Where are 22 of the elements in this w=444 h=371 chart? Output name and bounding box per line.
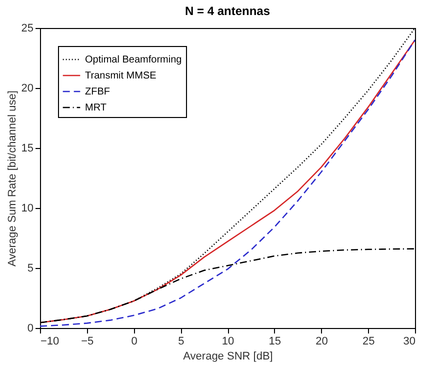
x-tick-label: −5 xyxy=(81,336,94,348)
y-axis-title: Average Sum Rate [bit/channel use] xyxy=(6,90,18,266)
x-tick-label: 10 xyxy=(222,336,234,348)
x-tick-label: 5 xyxy=(178,336,184,348)
x-tick-label: 0 xyxy=(131,336,138,348)
x-tick-label: 25 xyxy=(362,336,375,348)
x-axis-title: Average SNR [dB] xyxy=(183,350,273,362)
y-tick-label: 20 xyxy=(21,82,34,94)
y-tick-label: 0 xyxy=(27,322,34,334)
legend-label: Transmit MMSE xyxy=(85,70,157,82)
y-tick-label: 5 xyxy=(27,262,34,274)
legend-label: Optimal Beamforming xyxy=(85,54,182,66)
x-tick-label: 20 xyxy=(316,336,328,348)
legend-label: ZFBF xyxy=(85,86,110,98)
x-tick-label: 15 xyxy=(268,336,281,348)
x-tick-label: −10 xyxy=(40,336,60,348)
chart-title: N = 4 antennas xyxy=(184,4,270,18)
x-tick-label: 30 xyxy=(403,336,416,348)
y-tick-label: 25 xyxy=(21,22,34,34)
legend-label: MRT xyxy=(85,102,106,114)
y-tick-label: 10 xyxy=(21,202,34,214)
y-tick-label: 15 xyxy=(21,142,34,154)
